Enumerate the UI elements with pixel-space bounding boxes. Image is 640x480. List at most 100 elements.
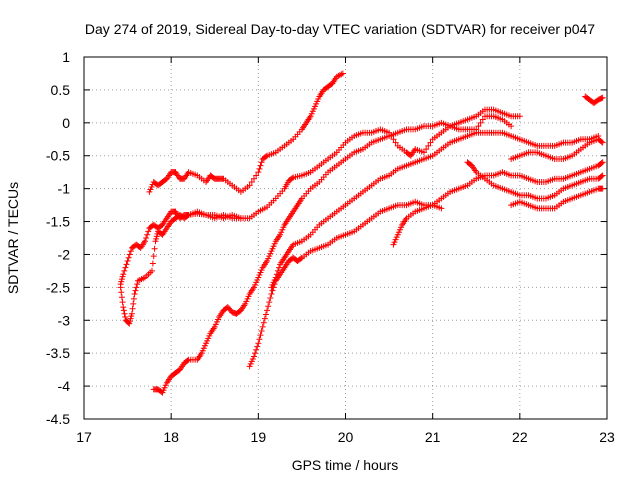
data-point-marker [599,139,606,146]
data-point-marker [121,267,128,274]
data-point-marker [264,307,271,314]
series-arc-e [246,198,445,370]
data-point-marker [144,231,151,238]
data-point-marker [598,173,605,180]
data-point-marker [118,289,125,296]
data-point-marker [262,311,269,318]
data-point-marker [248,179,255,186]
data-point-marker [118,294,125,301]
data-point-marker [255,340,262,347]
data-point-marker [130,300,137,307]
data-point-marker [276,264,283,271]
data-point-marker [120,271,127,278]
data-point-marker [129,305,136,312]
data-point-marker [599,185,606,192]
data-point-marker [124,258,131,265]
series-arc-d [150,113,515,396]
series-arc-f [268,129,602,291]
data-point-marker [257,162,264,169]
y-tick-label: -1 [58,181,71,197]
data-point-marker [260,319,267,326]
data-point-marker [427,139,434,146]
data-point-marker [262,153,269,160]
data-point-marker [149,260,156,267]
data-point-marker [297,255,304,262]
data-point-marker [258,159,265,166]
data-point-marker [143,235,150,241]
data-point-marker [132,287,139,294]
data-point-marker [150,253,157,260]
data-point-marker [253,346,260,353]
y-tick-label: 0 [62,115,70,131]
data-point-marker [420,149,427,156]
data-point-marker [598,160,605,167]
data-point-marker [127,248,134,255]
y-tick-label: -1.5 [46,214,70,230]
data-point-marker [289,175,296,182]
x-tick-label: 21 [425,429,441,445]
y-tick-label: -2.5 [46,279,70,295]
data-point-marker [598,138,605,145]
x-tick-label: 17 [76,429,92,445]
data-point-marker [438,205,445,212]
data-point-marker [120,307,127,314]
data-point-marker [253,172,260,179]
x-tick-label: 22 [512,429,528,445]
axis-ticks [83,56,608,420]
data-point-marker [133,284,140,291]
data-point-marker [123,261,130,268]
data-point-marker [128,310,135,317]
data-point-marker [250,175,257,182]
data-point-marker [272,274,279,281]
data-point-marker [265,303,272,310]
data-point-marker [269,287,276,294]
data-point-marker [255,169,262,176]
data-point-marker [599,94,606,101]
series-arc-c [117,208,244,288]
y-axis-label: SDTVAR / TECUs [5,182,21,294]
y-tick-label: -0.5 [46,148,70,164]
data-point-marker [479,116,486,123]
data-point-marker [122,313,129,320]
data-point-marker [423,146,430,153]
data-point-marker [266,299,273,306]
data-point-marker [121,310,128,317]
data-point-marker [246,182,253,189]
y-tick-label: 1 [62,49,70,65]
data-point-marker [261,315,268,322]
data-point-marker [475,123,482,130]
data-point-marker [477,119,484,126]
data-point-marker [237,215,244,222]
y-tick-label: -3.5 [46,345,70,361]
x-tick-label: 19 [251,429,267,445]
data-point-marker [274,267,281,274]
series-arc-k [582,93,606,107]
series-arc-j [508,136,606,163]
data-point-marker [130,295,137,302]
x-tick-labels: 17 18 19 20 21 22 23 [76,429,615,445]
data-point-marker [599,159,606,166]
data-point-marker [599,172,606,179]
y-tick-label: 0.5 [51,82,71,98]
data-point-marker [259,323,266,330]
data-point-marker [267,295,274,302]
x-tick-label: 23 [599,429,615,445]
y-tick-label: -2 [58,246,71,262]
series-arc-i [508,185,606,212]
y-tick-labels: 1 0.5 0 -0.5 -1 -1.5 -2 -2.5 -3 -3.5 -4 -4.5 [46,49,70,427]
data-point-marker [250,353,257,360]
data-point-marker [268,290,275,297]
data-point-marker [145,228,152,235]
y-tick-label: -4.5 [46,411,70,427]
data-point-marker [257,332,264,339]
data-point-marker [126,251,133,258]
grid [84,57,607,419]
data-point-marker [516,113,523,120]
data-point-marker [119,299,126,306]
data-point-marker [134,281,141,288]
data-point-marker [508,123,515,130]
data-point-marker [131,290,138,297]
y-tick-label: -3 [58,312,71,328]
data-point-marker [148,267,155,274]
